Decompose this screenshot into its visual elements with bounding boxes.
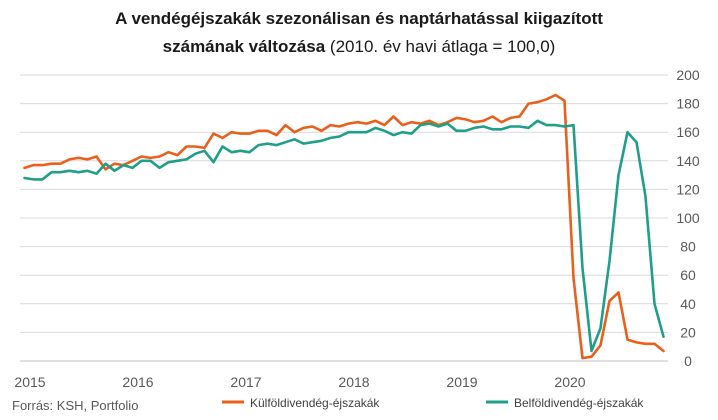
chart-title-line-2-bold: számának változása [163,37,326,56]
legend: Külföldivendég-éjszakák Belföldivendég-éj… [222,396,644,410]
x-tick-label: 2016 [122,374,153,390]
y-tick-label: 60 [680,267,696,283]
x-tick-label: 2019 [446,374,477,390]
y-tick-label: 0 [684,353,692,369]
x-axis-ticks: 2015 2016 2017 2018 2019 2020 [14,374,585,390]
chart-title-line-2: számának változása (2010. év havi átlaga… [163,37,556,56]
y-tick-label: 80 [680,239,696,255]
x-tick-label: 2018 [338,374,369,390]
chart-title-line-2-normal: (2010. év havi átlaga = 100,0) [325,37,555,56]
legend-label: Külföldivendég-éjszakák [250,396,380,410]
legend-label: Belföldivendég-éjszakák [514,396,644,410]
x-tick-label: 2015 [14,374,45,390]
y-tick-label: 200 [676,67,700,83]
source-note: Forrás: KSH, Portfolio [12,398,138,413]
y-tick-label: 140 [676,153,700,169]
y-axis-ticks: 0 20 40 60 80 100 120 140 160 180 200 [676,67,700,369]
grid-lines [20,74,668,362]
y-tick-label: 120 [676,181,700,197]
x-tick-label: 2020 [554,374,585,390]
y-tick-label: 100 [676,210,700,226]
series-line-belfoldi [23,119,665,353]
y-tick-label: 20 [680,324,696,340]
y-tick-label: 40 [680,296,696,312]
series-lines [23,93,665,360]
y-tick-label: 160 [676,124,700,140]
chart-title-line-1: A vendégéjszakák szezonálisan és naptárh… [115,9,603,28]
series-line-kulfoldi [23,93,665,360]
y-tick-label: 180 [676,96,700,112]
x-tick-label: 2017 [230,374,261,390]
